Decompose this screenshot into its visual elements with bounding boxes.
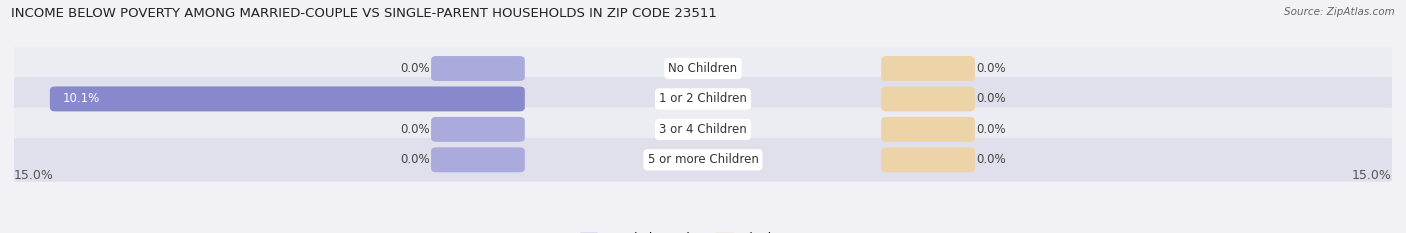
Text: 1 or 2 Children: 1 or 2 Children xyxy=(659,93,747,106)
Text: 10.1%: 10.1% xyxy=(62,93,100,106)
Legend: Married Couples, Single Parents: Married Couples, Single Parents xyxy=(575,228,831,233)
Text: 0.0%: 0.0% xyxy=(976,93,1005,106)
Text: Source: ZipAtlas.com: Source: ZipAtlas.com xyxy=(1284,7,1395,17)
Text: 0.0%: 0.0% xyxy=(401,153,430,166)
Text: 0.0%: 0.0% xyxy=(401,123,430,136)
FancyBboxPatch shape xyxy=(432,117,524,142)
Text: No Children: No Children xyxy=(668,62,738,75)
Text: 3 or 4 Children: 3 or 4 Children xyxy=(659,123,747,136)
FancyBboxPatch shape xyxy=(882,147,974,172)
Text: 0.0%: 0.0% xyxy=(401,62,430,75)
FancyBboxPatch shape xyxy=(7,47,1399,90)
FancyBboxPatch shape xyxy=(49,86,524,111)
Text: INCOME BELOW POVERTY AMONG MARRIED-COUPLE VS SINGLE-PARENT HOUSEHOLDS IN ZIP COD: INCOME BELOW POVERTY AMONG MARRIED-COUPL… xyxy=(11,7,717,20)
Text: 0.0%: 0.0% xyxy=(976,123,1005,136)
FancyBboxPatch shape xyxy=(7,77,1399,121)
FancyBboxPatch shape xyxy=(7,138,1399,182)
FancyBboxPatch shape xyxy=(7,107,1399,151)
Text: 15.0%: 15.0% xyxy=(14,169,53,182)
FancyBboxPatch shape xyxy=(432,147,524,172)
FancyBboxPatch shape xyxy=(432,56,524,81)
Text: 0.0%: 0.0% xyxy=(976,62,1005,75)
FancyBboxPatch shape xyxy=(882,86,974,111)
Text: 0.0%: 0.0% xyxy=(976,153,1005,166)
FancyBboxPatch shape xyxy=(882,56,974,81)
FancyBboxPatch shape xyxy=(882,117,974,142)
Text: 5 or more Children: 5 or more Children xyxy=(648,153,758,166)
Text: 15.0%: 15.0% xyxy=(1353,169,1392,182)
